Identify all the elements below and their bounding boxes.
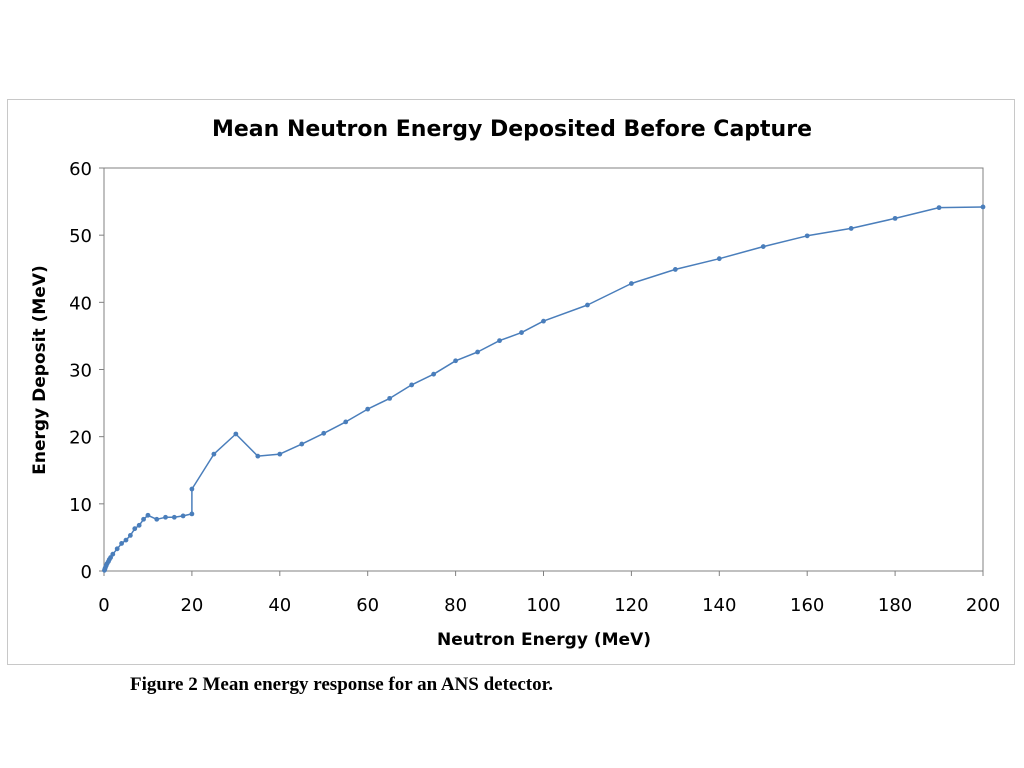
data-point (672, 267, 678, 272)
data-point (848, 226, 854, 231)
x-tick-label: 20 (180, 595, 203, 616)
data-point (936, 205, 942, 211)
x-tick-label: 120 (614, 595, 648, 616)
x-tick-label: 40 (268, 595, 291, 616)
data-point (585, 302, 590, 308)
x-tick-label: 60 (356, 595, 379, 616)
x-axis-title: Neutron Energy (MeV) (437, 630, 651, 650)
data-point (163, 514, 168, 520)
data-point (431, 371, 437, 377)
data-point (189, 486, 195, 492)
y-tick-label: 20 (69, 428, 92, 449)
data-point (154, 516, 160, 522)
x-tick-label: 140 (702, 595, 736, 616)
axes: 0 20 40 60 80 100 120 140 160 180 200 0 10 20 30 40 50 60 (69, 159, 1000, 616)
data-series (102, 204, 986, 573)
chart-frame: Mean Neutron Energy Deposited Before Cap… (7, 99, 1015, 665)
figure-caption: Figure 2 Mean energy response for an ANS… (130, 674, 554, 695)
line-chart: Mean Neutron Energy Deposited Before Cap… (30, 117, 1000, 650)
data-point (141, 516, 146, 522)
y-tick-label: 0 (81, 562, 92, 583)
data-point (497, 338, 502, 344)
data-point (387, 395, 393, 401)
data-point (211, 451, 217, 457)
data-point (453, 358, 458, 364)
data-point (189, 511, 195, 517)
y-tick-label: 30 (69, 361, 92, 382)
plot-area (103, 167, 984, 572)
y-tick-label: 50 (69, 226, 92, 247)
data-point (132, 526, 138, 532)
data-point (980, 204, 986, 210)
data-point (114, 546, 120, 552)
data-point (321, 430, 327, 436)
data-point (343, 419, 349, 425)
chart-title: Mean Neutron Energy Deposited Before Cap… (212, 117, 812, 142)
data-point (127, 533, 133, 538)
y-tick-label: 60 (69, 159, 92, 180)
x-tick-label: 100 (526, 595, 560, 616)
data-point (123, 537, 129, 543)
data-point (299, 441, 305, 447)
data-point (136, 522, 142, 528)
data-point (119, 541, 124, 546)
data-point (629, 281, 634, 286)
data-point (541, 318, 546, 324)
x-tick-label: 200 (966, 595, 1000, 616)
x-tick-label: 0 (98, 595, 109, 616)
data-point (760, 244, 766, 249)
y-tick-label: 40 (69, 293, 92, 314)
data-point (180, 513, 186, 519)
y-axis-title: Energy Deposit (MeV) (30, 265, 50, 474)
x-tick-label: 80 (444, 595, 467, 616)
data-point (519, 330, 524, 335)
data-point (255, 453, 261, 459)
x-tick-label: 160 (790, 595, 824, 616)
data-point (171, 514, 177, 520)
data-point (233, 431, 239, 437)
data-point (110, 551, 116, 557)
x-tick-label: 180 (878, 595, 912, 616)
data-point (409, 382, 415, 388)
data-point (145, 512, 151, 518)
data-point (365, 406, 371, 412)
data-point (716, 256, 722, 262)
data-point (804, 233, 810, 239)
y-tick-label: 10 (69, 495, 92, 516)
data-point (475, 349, 480, 355)
data-point (277, 451, 283, 457)
data-point (892, 215, 898, 221)
